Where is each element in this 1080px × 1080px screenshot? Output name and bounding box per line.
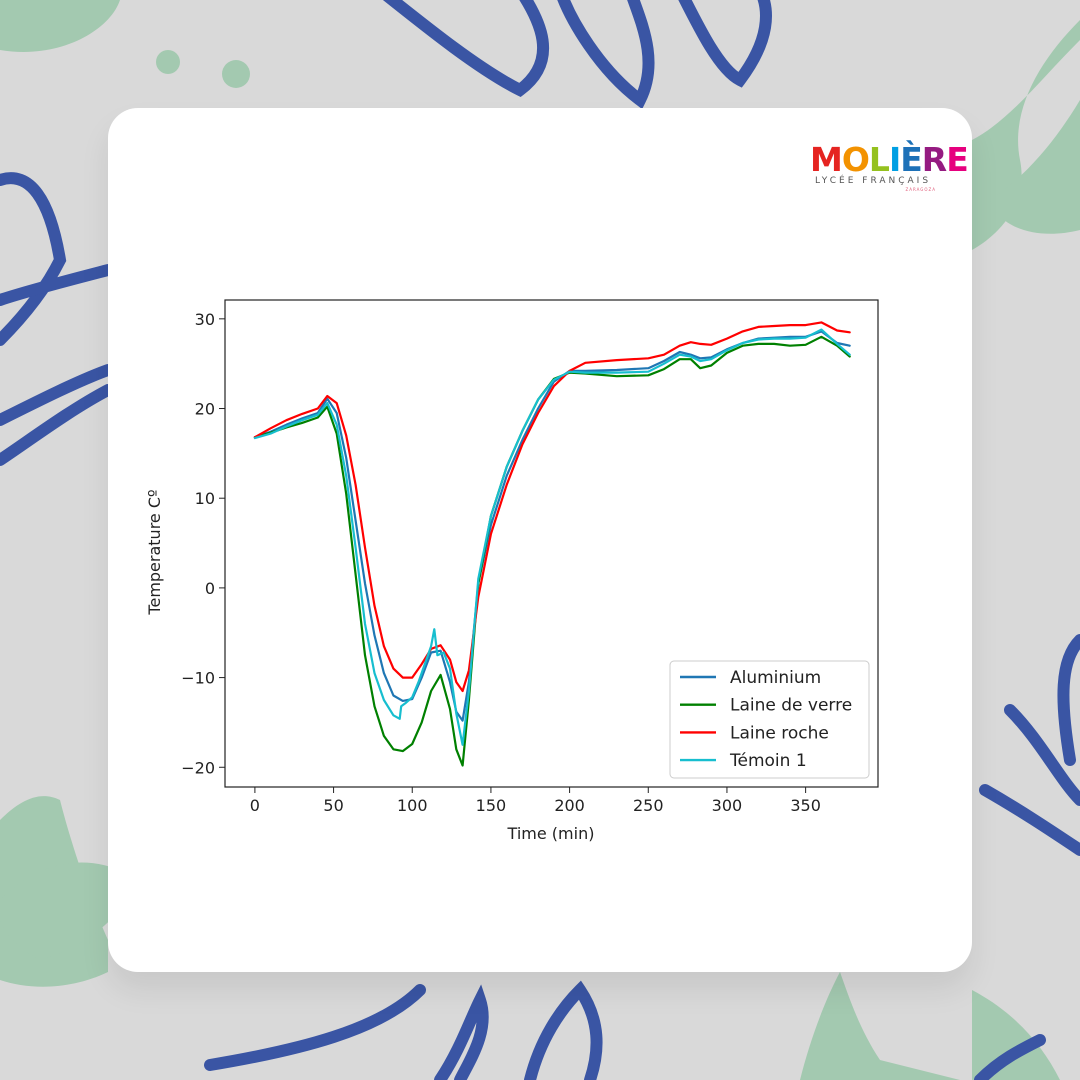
y-tick-label: 10: [195, 489, 215, 508]
legend-box: [669, 660, 870, 779]
x-tick-label: 200: [554, 796, 585, 815]
logo-letter: E: [946, 140, 969, 179]
plot-frame: [224, 299, 879, 788]
x-tick-label: 150: [476, 796, 507, 815]
legend-entry: Témoin 1: [729, 751, 807, 771]
y-tick-label: 0: [205, 579, 215, 598]
series-line-3: [253, 321, 851, 693]
logo-letter: L: [868, 140, 890, 179]
legend: Aluminium Laine de verre Laine roche Témoin…: [669, 660, 870, 779]
x-tick-label: 300: [712, 796, 743, 815]
y-tick-label: 30: [195, 310, 215, 329]
logo-letter: R: [921, 140, 947, 179]
x-tick-label: 100: [397, 796, 428, 815]
x-tick-label: 350: [790, 796, 821, 815]
logo-letter: O: [841, 140, 870, 179]
legend-entry: Aluminium: [730, 668, 821, 688]
y-axis-label: Temperature Cº: [145, 489, 164, 615]
axis-ticks: 0 50 100 150 200 250 300 350 −20 −10 0 10 20 30: [181, 310, 821, 815]
plot-lines: [253, 321, 851, 767]
x-axis-label: Time (min): [507, 824, 595, 843]
y-tick-label: 20: [195, 400, 215, 419]
y-tick-label: −10: [181, 669, 215, 688]
x-tick-label: 50: [323, 796, 343, 815]
x-tick-label: 250: [633, 796, 664, 815]
logo-subtitle: LYCÉE FRANÇAIS: [814, 176, 932, 186]
logo-city: ZARAGOZA: [905, 187, 936, 192]
logo-letter: M: [810, 140, 843, 179]
chart-card: [108, 108, 972, 972]
logo-letter: È: [900, 140, 923, 179]
y-tick-label: −20: [181, 758, 215, 777]
logo-wordmark: MOLIÈRE: [810, 140, 969, 179]
series-line-4: [253, 328, 851, 746]
logo-letter: I: [888, 140, 901, 179]
legend-entry: Laine de verre: [730, 696, 852, 716]
legend-entry: Laine roche: [730, 723, 829, 743]
moliere-logo: MOLIÈRE LYCÉE FRANÇAIS ZARAGOZA: [810, 140, 969, 196]
x-tick-label: 0: [250, 796, 260, 815]
